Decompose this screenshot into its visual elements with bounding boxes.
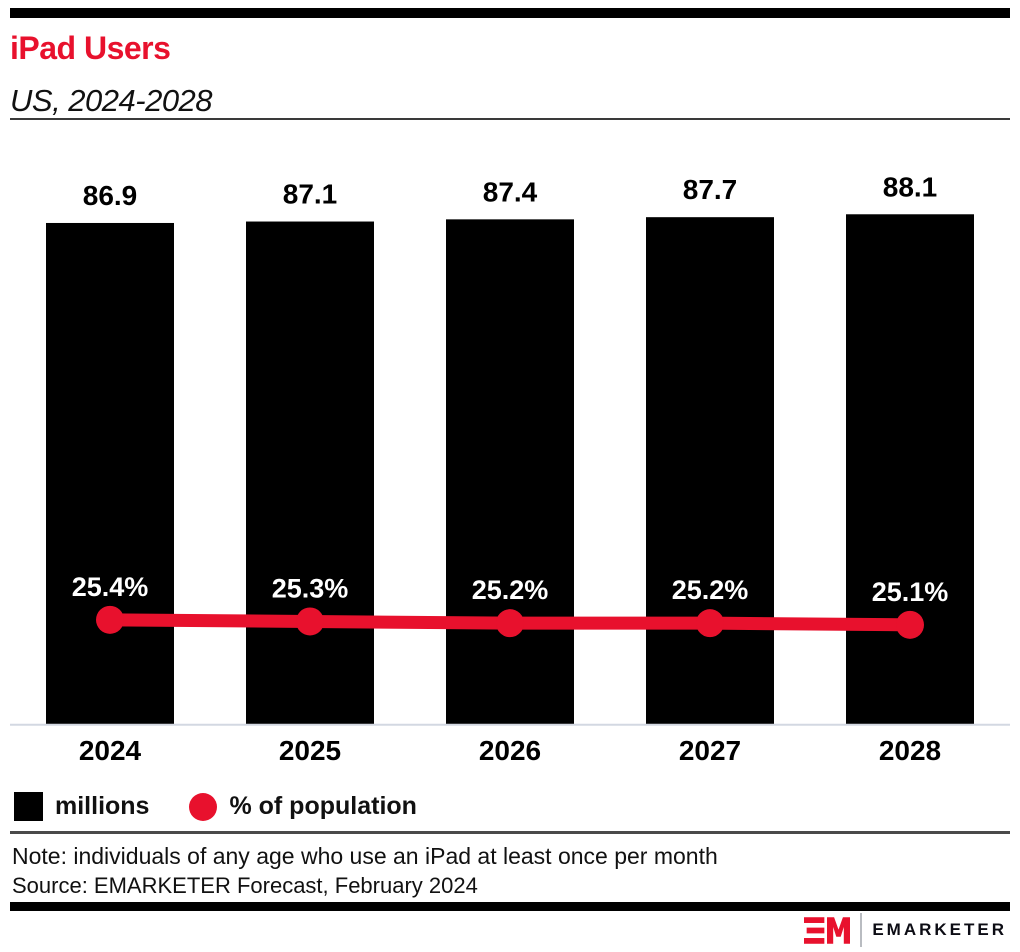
- chart-source: Source: EMARKETER Forecast, February 202…: [12, 873, 478, 898]
- pct-marker-2027: [696, 609, 724, 638]
- footer-divider: [10, 831, 1010, 834]
- legend-label-population: % of population: [229, 792, 417, 820]
- bar-value-label-2028: 88.1: [883, 171, 938, 202]
- x-axis-label-2028: 2028: [879, 735, 941, 766]
- pct-marker-2026: [496, 609, 524, 638]
- bar-value-label-2027: 87.7: [683, 174, 738, 205]
- chart-legend: millions % of population: [14, 792, 417, 821]
- logo-separator: [860, 913, 863, 947]
- legend-item-millions: millions: [14, 792, 149, 821]
- x-axis-label-2027: 2027: [679, 735, 741, 766]
- pct-label-2026: 25.2%: [472, 575, 549, 605]
- bar-value-label-2025: 87.1: [283, 179, 338, 210]
- bar-value-label-2026: 87.4: [483, 176, 538, 207]
- emarketer-brand: EMARKETER: [804, 913, 1007, 947]
- pct-marker-2025: [296, 607, 324, 636]
- top-accent-bar: [10, 8, 1010, 18]
- legend-label-millions: millions: [55, 792, 150, 820]
- line-series-swatch: [189, 792, 218, 821]
- emarketer-wordmark: EMARKETER: [872, 920, 1007, 939]
- bar-2025: [246, 221, 374, 724]
- header-divider: [10, 118, 1010, 120]
- pct-label-2027: 25.2%: [672, 575, 749, 605]
- chart-note: Note: individuals of any age who use an …: [12, 843, 718, 869]
- pct-label-2028: 25.1%: [872, 577, 949, 607]
- emarketer-logo-icon: [804, 916, 851, 944]
- bar-2027: [646, 217, 774, 725]
- bottom-accent-bar: [10, 902, 1010, 911]
- bar-2024: [46, 222, 174, 724]
- chart-title: iPad Users: [10, 30, 171, 66]
- bar-value-label-2024: 86.9: [83, 180, 138, 211]
- bar-2028: [846, 214, 974, 724]
- x-axis-label-2024: 2024: [79, 735, 142, 766]
- bar-2026: [446, 219, 574, 724]
- bar-series-swatch: [14, 792, 43, 821]
- x-axis-label-2026: 2026: [479, 735, 541, 766]
- chart-subtitle: US, 2024-2028: [10, 83, 213, 118]
- legend-item-population: % of population: [189, 792, 417, 821]
- x-axis-label-2025: 2025: [279, 735, 341, 766]
- pct-label-2025: 25.3%: [272, 573, 349, 603]
- pct-marker-2028: [896, 610, 924, 639]
- pct-marker-2024: [96, 605, 124, 634]
- pct-label-2024: 25.4%: [72, 572, 149, 602]
